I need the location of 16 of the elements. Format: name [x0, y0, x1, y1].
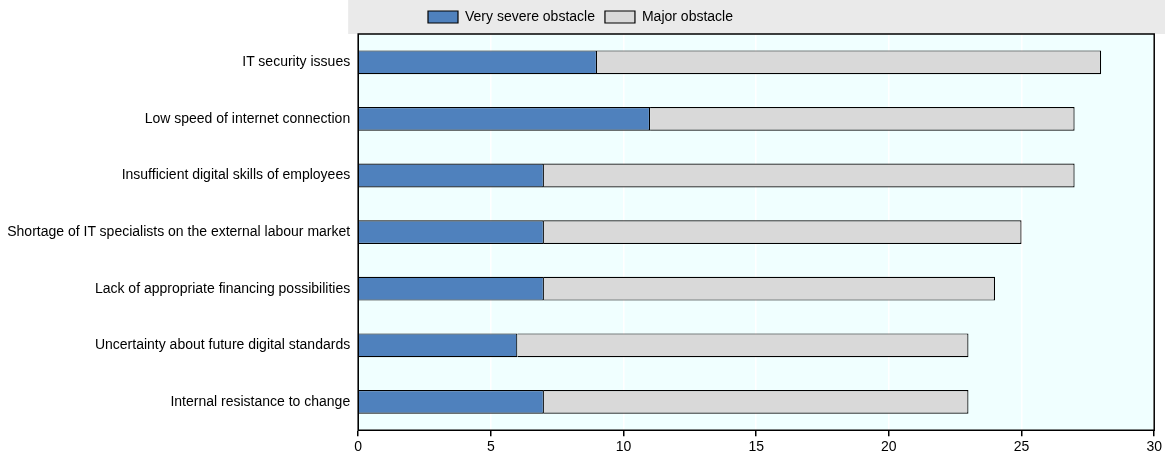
y-tick-label: Uncertainty about future digital standards — [94, 336, 351, 353]
y-tick-label: Internal resistance to change — [170, 392, 351, 409]
y-tick-label: Insufficient digital skills of employees — [121, 166, 351, 183]
x-tick-label: 15 — [748, 438, 765, 455]
x-tick-label: 25 — [1013, 438, 1030, 455]
x-tick-label: 10 — [615, 438, 632, 455]
legend-label: Major obstacle — [641, 7, 734, 24]
x-tick-label: 30 — [1146, 438, 1163, 455]
y-tick-label: Lack of appropriate financing possibilities — [94, 279, 351, 296]
y-tick-label: IT security issues — [242, 53, 351, 70]
x-tick-label: 5 — [486, 438, 495, 455]
x-tick-label: 20 — [881, 438, 897, 455]
legend-label: Very severe obstacle — [465, 7, 596, 24]
y-tick-label: Shortage of IT specialists on the external labour market — [7, 222, 351, 239]
x-tick-label: 0 — [354, 438, 363, 455]
y-tick-label: Low speed of internet connection — [144, 109, 351, 126]
